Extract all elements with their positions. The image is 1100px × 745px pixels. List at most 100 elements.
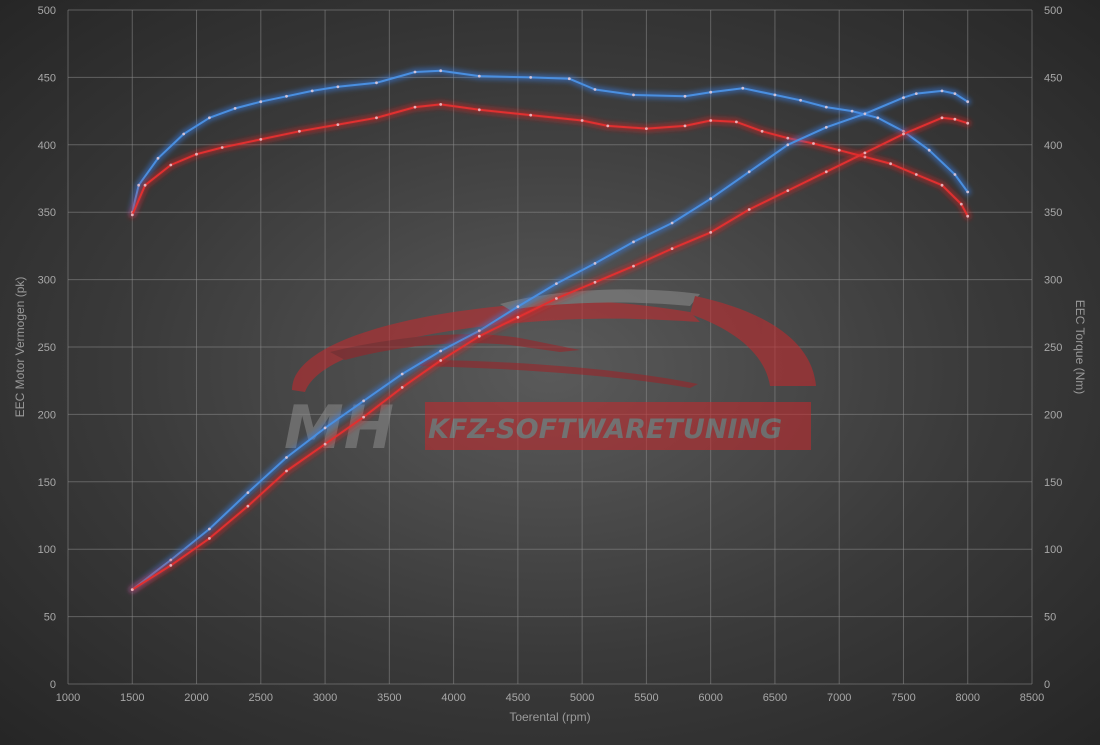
series-point: [786, 143, 790, 147]
watermark-car-line-icon: [420, 360, 698, 388]
series-point: [516, 315, 520, 319]
series-point: [940, 183, 944, 187]
y-right-tick-label: 150: [1044, 477, 1062, 489]
series-point: [709, 231, 713, 234]
ticks: 1000 1500 2000 2500 3000 3500 4000 4500 5000 5500…: [38, 5, 1063, 704]
series-point: [439, 69, 443, 73]
series-point: [156, 156, 160, 160]
series-point: [824, 125, 828, 129]
series-point: [439, 103, 443, 106]
watermark-arc-red-icon: [690, 296, 816, 386]
series-point: [824, 105, 828, 109]
x-tick-label: 1000: [56, 692, 80, 704]
y-right-tick-label: 250: [1044, 342, 1062, 354]
series-point: [670, 221, 674, 225]
series-point: [735, 120, 738, 124]
series-point: [812, 142, 815, 145]
series-point: [683, 94, 687, 98]
y-right-tick-label: 100: [1044, 544, 1062, 556]
series-point: [741, 86, 745, 90]
series-line: [131, 69, 969, 214]
series-point: [850, 109, 854, 113]
series-point: [966, 214, 970, 218]
series-point: [400, 372, 404, 376]
series-point: [632, 93, 635, 97]
series-point: [323, 426, 327, 430]
series-point: [375, 116, 378, 120]
series-point: [439, 349, 443, 353]
series-point: [169, 163, 173, 167]
series-point: [336, 123, 340, 126]
series-point: [413, 105, 417, 109]
series-point: [310, 89, 314, 93]
x-tick-label: 5500: [634, 692, 658, 704]
series-point: [259, 100, 263, 104]
series-point: [375, 81, 378, 85]
series-point: [966, 100, 970, 104]
grid: [67, 9, 1033, 685]
series-point: [143, 183, 147, 187]
series-point: [529, 76, 533, 79]
watermark-banner: [425, 402, 811, 450]
series-point: [195, 152, 198, 156]
watermark-swoosh-icon: [292, 301, 700, 392]
y-left-tick-label: 350: [38, 207, 56, 219]
series-point: [246, 491, 250, 494]
series-point: [259, 138, 263, 141]
series-point: [413, 70, 417, 74]
watermark-logo: MH KFZ-SOFTWARETUNING: [284, 289, 816, 463]
series-layer: [128, 67, 972, 594]
series-point: [137, 183, 141, 187]
x-tick-label: 7000: [827, 692, 851, 704]
y-right-tick-label: 450: [1044, 72, 1062, 84]
series-point: [747, 208, 751, 211]
y-left-tick-label: 100: [38, 544, 56, 556]
series-point: [786, 136, 790, 140]
series-point: [208, 527, 211, 531]
series-point: [336, 85, 340, 89]
series-point: [786, 189, 790, 193]
series-point: [362, 399, 365, 403]
series-point: [876, 116, 880, 120]
series-point: [953, 117, 957, 121]
y-right-tick-label: 300: [1044, 275, 1062, 287]
series-3: [128, 114, 972, 594]
series-point: [863, 112, 867, 116]
y-axis-left-title: EEC Motor Vermogen (pk): [13, 277, 27, 418]
series-point: [747, 170, 751, 174]
x-tick-label: 6000: [698, 692, 722, 704]
series-point: [760, 129, 764, 133]
series-point: [670, 247, 674, 251]
series-point: [593, 88, 597, 91]
y-left-tick-label: 250: [38, 342, 56, 354]
y-left-tick-label: 450: [38, 72, 56, 84]
series-point: [940, 89, 944, 93]
series-point: [606, 124, 610, 128]
y-left-tick-label: 300: [38, 275, 56, 287]
series-point: [220, 146, 224, 149]
series-point: [362, 415, 365, 419]
y-left-tick-label: 400: [38, 140, 56, 152]
series-point: [632, 240, 635, 244]
x-tick-label: 5000: [570, 692, 594, 704]
series-point: [130, 213, 134, 217]
y-right-tick-label: 500: [1044, 5, 1062, 17]
x-tick-label: 6500: [763, 692, 787, 704]
x-tick-label: 3000: [313, 692, 337, 704]
series-point: [580, 119, 584, 122]
series-point: [477, 74, 481, 78]
series-point: [902, 96, 905, 99]
y-right-tick-label: 200: [1044, 409, 1062, 421]
x-tick-label: 2500: [249, 692, 273, 704]
x-tick-label: 7500: [891, 692, 915, 704]
series-point: [773, 93, 777, 97]
series-point: [889, 162, 892, 166]
series-point: [208, 116, 211, 120]
series-point: [799, 98, 802, 102]
series-point: [940, 116, 944, 120]
x-tick-label: 2000: [184, 692, 208, 704]
series-line-glow: [128, 114, 972, 594]
series-line: [131, 116, 969, 591]
series-point: [953, 92, 957, 95]
